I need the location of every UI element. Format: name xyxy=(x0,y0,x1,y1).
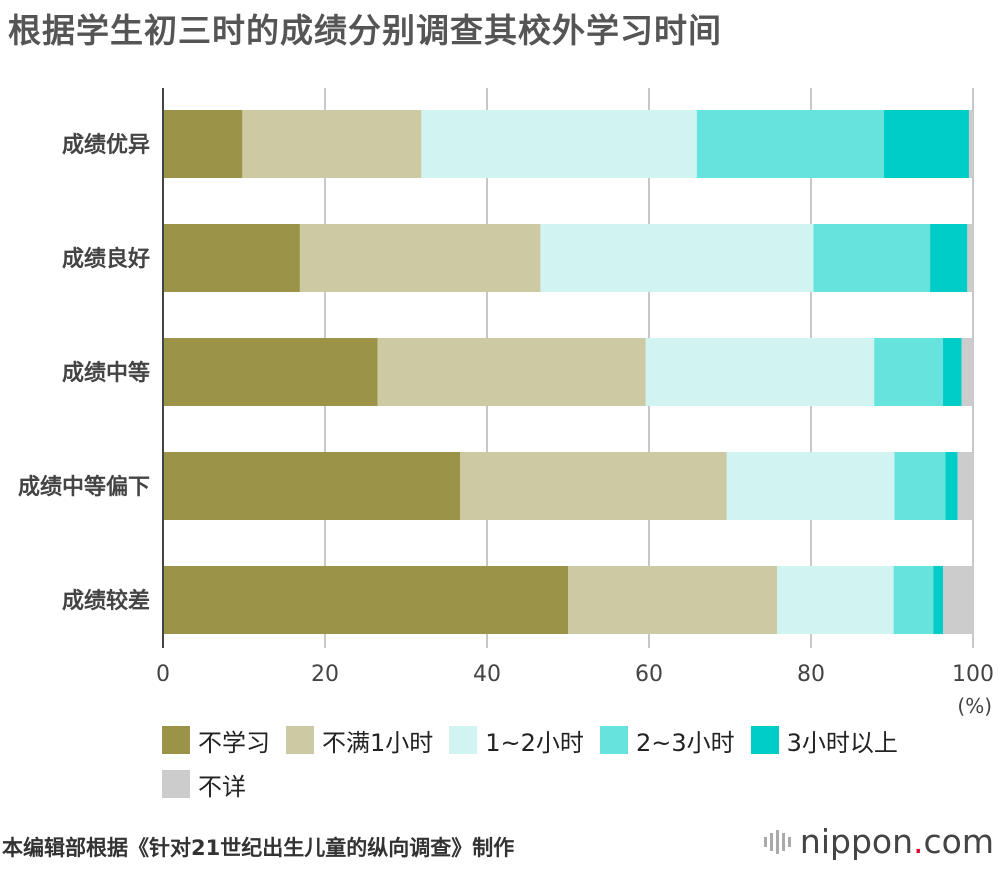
bar-segment xyxy=(696,110,884,178)
bar-segment xyxy=(242,110,422,178)
bar-segment xyxy=(894,452,946,520)
legend-item: 1~2小时 xyxy=(449,724,584,757)
logo-name: nippon xyxy=(799,822,914,861)
category-label: 成绩较差 xyxy=(62,588,150,614)
bar-segment xyxy=(945,452,958,520)
bar-segment xyxy=(163,110,243,178)
bar-segment xyxy=(163,566,568,634)
bar-segment xyxy=(967,224,973,292)
bar-segment xyxy=(568,566,777,634)
bar-segment xyxy=(540,224,814,292)
bar-segment xyxy=(893,566,934,634)
legend-label: 不详 xyxy=(198,772,246,801)
legend-swatch xyxy=(449,726,478,754)
bar-segment xyxy=(163,338,378,406)
legend-swatch xyxy=(286,726,314,754)
source-note: 本编辑部根据《针对21世纪出生儿童的纵向调查》制作 xyxy=(2,836,515,860)
bar-segment xyxy=(299,224,541,292)
bar-segment xyxy=(460,452,727,520)
x-tick-label: 80 xyxy=(797,662,825,687)
legend-swatch xyxy=(599,726,628,754)
bar-segment xyxy=(813,224,931,292)
x-tick-label: 100 xyxy=(952,662,994,687)
legend-label: 不学习 xyxy=(198,728,270,757)
logo-suffix: com xyxy=(923,822,994,861)
legend-item: 2~3小时 xyxy=(599,724,735,757)
legend-label: 2~3小时 xyxy=(635,728,735,757)
x-tick-label: 20 xyxy=(311,662,339,687)
category-label: 成绩优异 xyxy=(62,132,150,158)
bar-segment xyxy=(961,338,973,406)
x-tick-label: 60 xyxy=(635,662,663,687)
category-label: 成绩中等 xyxy=(62,360,150,386)
bar-segment xyxy=(163,452,461,520)
chart-legend: 不学习 不满1小时 1~2小时 2~3小时 3小时以上不详 xyxy=(162,724,992,801)
category-label: 成绩良好 xyxy=(62,246,150,272)
bar-segment xyxy=(883,110,969,178)
bar-segment xyxy=(163,224,300,292)
bar-segment xyxy=(930,224,968,292)
nippon-logo: nippon. com xyxy=(763,822,994,861)
bar-segment xyxy=(421,110,697,178)
legend-item: 不详 xyxy=(162,768,246,801)
legend-label: 3小时以上 xyxy=(786,728,898,757)
bar-segment xyxy=(968,110,973,178)
legend-label: 不满1小时 xyxy=(322,728,434,757)
category-label: 成绩中等偏下 xyxy=(18,474,150,500)
legend-swatch xyxy=(750,726,779,754)
chart-title: 根据学生初三时的成绩分别调查其校外学习时间 xyxy=(8,11,722,50)
x-axis-unit: (%) xyxy=(957,694,992,718)
legend-item: 3小时以上 xyxy=(750,724,898,757)
bar-segment xyxy=(726,452,895,520)
bar-segment xyxy=(943,566,973,634)
bar-segment xyxy=(933,566,944,634)
legend-item: 不学习 xyxy=(162,724,270,757)
x-tick-label: 40 xyxy=(473,662,501,687)
x-tick-label: 0 xyxy=(156,662,170,687)
bar-segment xyxy=(943,338,962,406)
legend-item: 不满1小时 xyxy=(286,724,434,757)
bar-segment xyxy=(377,338,646,406)
bar-segment xyxy=(874,338,944,406)
logo-mark-icon xyxy=(763,829,794,854)
legend-label: 1~2小时 xyxy=(485,728,584,757)
legend-swatch xyxy=(162,726,190,754)
legend-swatch xyxy=(162,770,190,798)
logo-dot: . xyxy=(913,822,924,861)
bar-segment xyxy=(776,566,894,634)
bar-segment xyxy=(957,452,973,520)
bar-segment xyxy=(645,338,875,406)
